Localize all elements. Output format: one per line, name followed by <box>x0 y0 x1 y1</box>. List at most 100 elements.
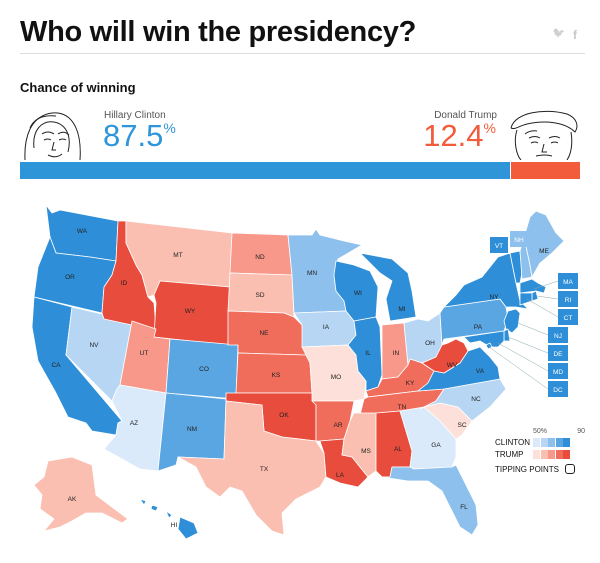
label-PA: PA <box>474 324 483 331</box>
label-CA: CA <box>51 362 61 369</box>
northeast-callouts <box>490 231 578 397</box>
label-KS: KS <box>272 372 281 379</box>
label-KY: KY <box>406 380 415 387</box>
state-FL[interactable] <box>381 464 479 536</box>
clinton-portrait <box>24 112 81 160</box>
legend-tipping-points: TIPPING POINTS <box>495 464 576 474</box>
label-NY: NY <box>489 294 499 301</box>
label-NC: NC <box>471 396 481 403</box>
label-AZ: AZ <box>130 420 138 427</box>
label-NJ: NJ <box>554 333 562 340</box>
facebook-icon[interactable]: f <box>573 28 577 42</box>
trump-swatch-3 <box>548 450 555 459</box>
callout-NJ[interactable] <box>548 327 568 343</box>
label-VA: VA <box>476 368 485 375</box>
label-LA: LA <box>336 472 345 479</box>
us-electoral-map: WA OR CA NV ID MT WY UT AZ CO NM ND SD N… <box>31 204 578 540</box>
label-IN: IN <box>393 350 400 357</box>
label-WY: WY <box>185 308 196 315</box>
label-AL: AL <box>394 446 402 453</box>
twitter-icon[interactable]: 🐦 <box>552 28 565 39</box>
trump-swatch-1 <box>533 450 540 459</box>
label-WV: WV <box>447 362 458 369</box>
trump-name: Donald Trump <box>434 110 497 121</box>
state-DC[interactable] <box>485 342 493 350</box>
legend-ticks: 50% 90 <box>533 428 585 435</box>
label-MI: MI <box>398 306 405 313</box>
state-MD[interactable] <box>463 330 505 348</box>
clinton-swatch-3 <box>548 438 555 447</box>
label-MD: MD <box>553 369 563 376</box>
label-RI: RI <box>565 297 572 304</box>
trump-bar-segment <box>510 162 580 179</box>
callout-MA[interactable] <box>558 273 578 289</box>
label-NH: NH <box>514 237 524 244</box>
label-DE: DE <box>553 351 563 358</box>
callout-MD[interactable] <box>548 363 568 379</box>
tipping-point-icon <box>565 464 576 474</box>
state-labels: WA OR CA NV ID MT WY UT AZ CO NM ND SD N… <box>51 228 549 529</box>
state-IL[interactable] <box>347 316 383 392</box>
trump-portrait <box>510 110 578 160</box>
label-FL: FL <box>460 504 468 511</box>
state-HI[interactable] <box>139 498 199 540</box>
label-HI: HI <box>171 522 178 529</box>
state-CT[interactable] <box>519 292 533 306</box>
state-VT[interactable] <box>509 250 523 284</box>
header: Who will win the presidency? 🐦 f <box>20 8 585 54</box>
label-SD: SD <box>255 292 264 299</box>
clinton-swatch-5 <box>563 438 570 447</box>
label-MT: MT <box>173 252 182 259</box>
label-VT: VT <box>495 243 503 250</box>
clinton-swatch-1 <box>533 438 540 447</box>
other-bar-segment <box>510 162 511 179</box>
callout-VT[interactable] <box>490 237 508 253</box>
clinton-bar-segment <box>20 162 510 179</box>
state-ME[interactable] <box>523 210 565 278</box>
label-MA: MA <box>563 279 573 286</box>
state-AK[interactable] <box>33 456 129 532</box>
callout-NH[interactable] <box>510 231 528 247</box>
label-IL: IL <box>365 350 371 357</box>
trump-swatch-2 <box>540 450 548 459</box>
callout-RI[interactable] <box>558 291 578 307</box>
state-MA[interactable] <box>519 278 547 294</box>
label-MS: MS <box>361 448 371 455</box>
legend-trump-row: TRUMP <box>495 450 571 459</box>
label-WI: WI <box>354 290 362 297</box>
state-NJ[interactable] <box>503 308 521 334</box>
label-MO: MO <box>331 374 341 381</box>
trump-swatch-4 <box>555 450 563 459</box>
label-AR: AR <box>333 422 342 429</box>
label-TN: TN <box>398 404 407 411</box>
label-OH: OH <box>425 340 435 347</box>
state-WV[interactable] <box>421 338 469 374</box>
state-NC[interactable] <box>419 378 507 422</box>
state-MI[interactable] <box>359 252 417 322</box>
label-SC: SC <box>457 422 466 429</box>
label-GA: GA <box>431 442 441 449</box>
label-TX: TX <box>260 466 269 473</box>
section-subhead: Chance of winning <box>20 80 136 95</box>
callout-CT[interactable] <box>558 309 578 325</box>
callout-labels: VT NH MA RI CT NJ DE MD DC <box>495 237 574 394</box>
state-MS[interactable] <box>341 412 377 478</box>
label-NE: NE <box>259 330 269 337</box>
label-IA: IA <box>323 324 330 331</box>
clinton-swatch-2 <box>540 438 548 447</box>
label-DC: DC <box>553 387 563 394</box>
page-title: Who will win the presidency? <box>20 16 417 48</box>
label-OK: OK <box>279 412 289 419</box>
label-NM: NM <box>187 426 197 433</box>
map-legend: 50% 90 CLINTON TRUMP TIPPING POINTS <box>495 428 585 478</box>
social-links: 🐦 f <box>553 28 577 42</box>
label-AK: AK <box>68 496 77 503</box>
clinton-swatch-4 <box>555 438 563 447</box>
probability-bar <box>20 162 580 179</box>
clinton-name: Hillary Clinton <box>104 110 166 121</box>
label-MN: MN <box>307 270 317 277</box>
callout-DC[interactable] <box>548 381 568 397</box>
state-TX[interactable] <box>177 400 327 536</box>
label-ID: ID <box>121 280 128 287</box>
callout-DE[interactable] <box>548 345 568 361</box>
